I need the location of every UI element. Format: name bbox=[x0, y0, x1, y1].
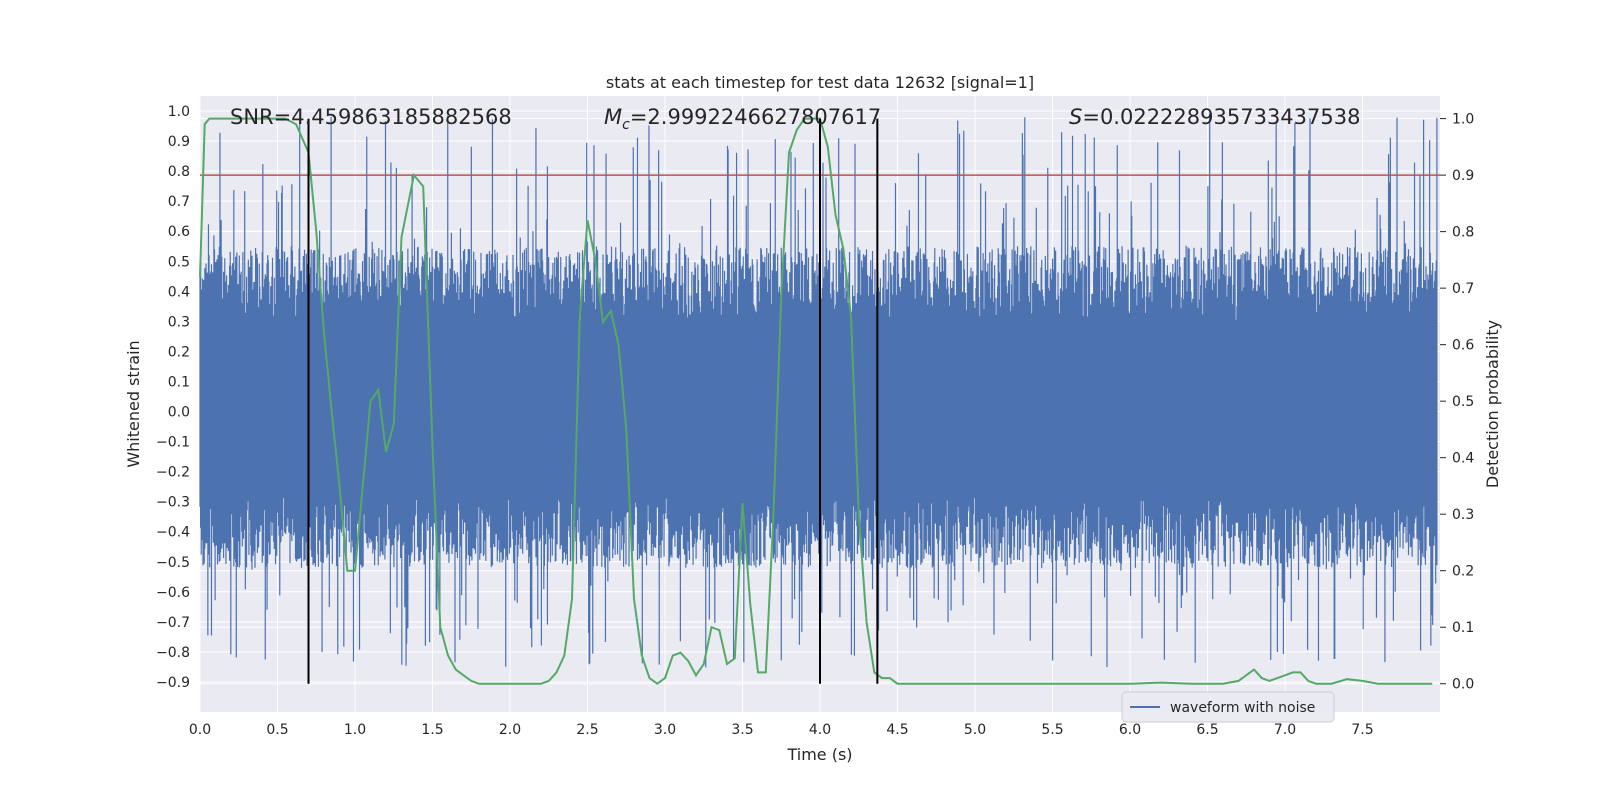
x-tick-label: 3.0 bbox=[654, 722, 676, 738]
y-tick-label: 0.4 bbox=[168, 284, 190, 300]
y-tick-label: 0.5 bbox=[168, 254, 190, 270]
chart-title: stats at each timestep for test data 126… bbox=[606, 73, 1034, 92]
y2-axis-ticks: 1.0 0.9 0.8 0.7 0.6 0.5 0.4 0.3 0.2 0.1 0.0 bbox=[1440, 112, 1474, 693]
s-symbol: S bbox=[1069, 105, 1082, 129]
y2-tick-label: 0.4 bbox=[1452, 451, 1474, 467]
y-axis-ticks: 1.0 0.9 0.8 0.7 0.6 0.5 0.4 0.3 0.2 0.1 0.0 −0.1 −0.… bbox=[156, 104, 190, 691]
y2-tick-label: 0.0 bbox=[1452, 677, 1474, 693]
y-tick-label: 0.3 bbox=[168, 314, 190, 330]
x-tick-label: 7.0 bbox=[1274, 722, 1296, 738]
y-tick-label: 0.1 bbox=[168, 374, 190, 390]
probability-series bbox=[199, 117, 1433, 685]
x-axis-ticks: 0.0 0.5 1.0 1.5 2.0 2.5 3.0 3.5 4.0 4.5 5.0 5.5 6.0 6… bbox=[189, 722, 1374, 738]
y-axis-label: Whitened strain bbox=[124, 340, 143, 467]
x-tick-label: 7.5 bbox=[1351, 722, 1373, 738]
y-tick-label: 0.0 bbox=[168, 405, 190, 421]
y2-tick-label: 0.8 bbox=[1452, 225, 1474, 241]
s-annotation: S=0.022228935733437538 bbox=[1069, 105, 1360, 129]
y2-tick-label: 0.5 bbox=[1452, 394, 1474, 410]
y-tick-label: 0.9 bbox=[168, 134, 190, 150]
chirp-mass-annotation: Mc=2.9992246627807617 bbox=[604, 105, 881, 133]
y2-axis-label: Detection probability bbox=[1483, 320, 1502, 488]
x-tick-label: 1.0 bbox=[344, 722, 366, 738]
x-tick-label: 3.5 bbox=[731, 722, 753, 738]
x-tick-label: 6.0 bbox=[1119, 722, 1141, 738]
y-tick-label: 0.7 bbox=[168, 194, 190, 210]
x-tick-label: 5.0 bbox=[964, 722, 986, 738]
y-tick-label: −0.2 bbox=[156, 465, 190, 481]
y-tick-label: −0.1 bbox=[156, 435, 190, 451]
strain-series bbox=[199, 114, 1438, 668]
x-axis-label: Time (s) bbox=[786, 745, 852, 764]
x-tick-label: 6.5 bbox=[1196, 722, 1218, 738]
x-tick-label: 0.0 bbox=[189, 722, 211, 738]
y-tick-label: −0.5 bbox=[156, 555, 190, 571]
snr-annotation: SNR=4.459863185882568 bbox=[230, 105, 512, 129]
y2-tick-label: 0.9 bbox=[1452, 168, 1474, 184]
legend-box bbox=[1121, 691, 1335, 723]
y-tick-label: −0.3 bbox=[156, 495, 190, 511]
legend: waveform with noise bbox=[1121, 691, 1335, 723]
y2-tick-label: 0.1 bbox=[1452, 620, 1474, 636]
x-tick-label: 1.5 bbox=[421, 722, 443, 738]
detection-probability-line bbox=[199, 117, 1433, 685]
y-tick-label: −0.9 bbox=[156, 675, 190, 691]
y-tick-label: −0.6 bbox=[156, 585, 190, 601]
y-tick-label: 0.8 bbox=[168, 164, 190, 180]
y-tick-label: −0.4 bbox=[156, 525, 190, 541]
vertical-markers bbox=[307, 118, 879, 684]
y2-tick-label: 0.7 bbox=[1452, 281, 1474, 297]
y2-tick-label: 1.0 bbox=[1452, 112, 1474, 128]
y2-tick-label: 0.2 bbox=[1452, 564, 1474, 580]
x-tick-label: 2.0 bbox=[499, 722, 521, 738]
x-tick-label: 0.5 bbox=[266, 722, 288, 738]
y-tick-label: −0.8 bbox=[156, 645, 190, 661]
chirp-mass-symbol: M bbox=[604, 105, 622, 129]
x-tick-label: 5.5 bbox=[1041, 722, 1063, 738]
y2-tick-label: 0.3 bbox=[1452, 507, 1474, 523]
x-tick-label: 4.5 bbox=[886, 722, 908, 738]
y2-tick-label: 0.6 bbox=[1452, 338, 1474, 354]
x-tick-label: 2.5 bbox=[576, 722, 598, 738]
s-value: =0.022228935733437538 bbox=[1082, 105, 1360, 129]
legend-label: waveform with noise bbox=[1170, 700, 1315, 716]
y-tick-label: 0.2 bbox=[168, 344, 190, 360]
y-tick-label: 0.6 bbox=[168, 224, 190, 240]
x-tick-label: 4.0 bbox=[809, 722, 831, 738]
y-tick-label: 1.0 bbox=[168, 104, 190, 120]
y-tick-label: −0.7 bbox=[156, 615, 190, 631]
waveform-with-noise-line bbox=[199, 114, 1438, 668]
chirp-mass-value: =2.9992246627807617 bbox=[630, 105, 881, 129]
chirp-mass-subscript: c bbox=[622, 117, 630, 133]
